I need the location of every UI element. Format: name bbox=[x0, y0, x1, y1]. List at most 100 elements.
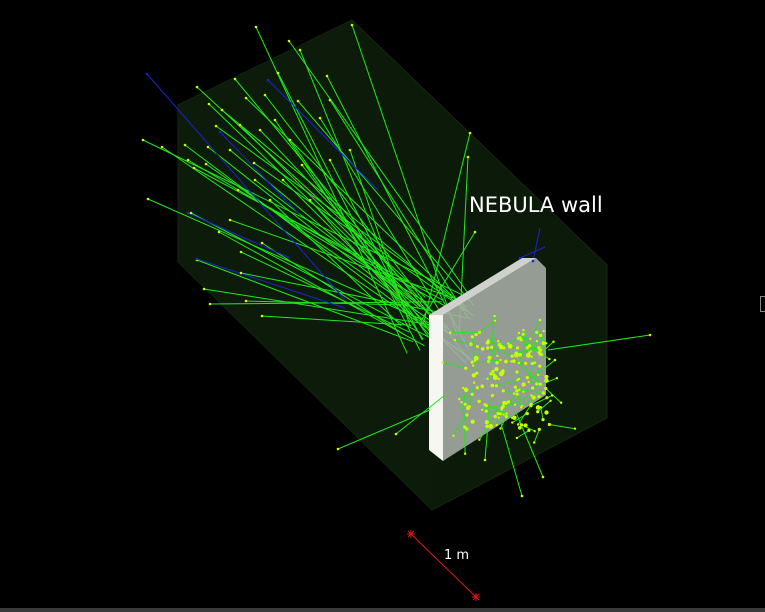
hit-point bbox=[507, 343, 513, 349]
hit-point bbox=[550, 394, 554, 397]
hit-point bbox=[519, 423, 524, 427]
shower-track bbox=[530, 335, 542, 352]
hit-point bbox=[488, 423, 494, 429]
hit-point bbox=[239, 271, 243, 275]
hit-point bbox=[494, 384, 498, 388]
hit-point bbox=[348, 148, 352, 152]
hit-point bbox=[471, 373, 476, 378]
hit-point bbox=[515, 346, 520, 350]
neutron-track bbox=[190, 212, 429, 338]
hit-point bbox=[538, 382, 543, 386]
hit-point bbox=[493, 314, 496, 318]
neutron-track bbox=[237, 189, 453, 311]
secondary-track bbox=[395, 394, 446, 435]
hit-point bbox=[486, 346, 490, 350]
neutron-track bbox=[329, 99, 469, 319]
hit-point bbox=[496, 412, 500, 416]
hit-point bbox=[228, 218, 232, 222]
hit-point bbox=[298, 48, 302, 52]
secondary-track bbox=[529, 359, 556, 381]
hit-point bbox=[258, 128, 262, 132]
hit-point bbox=[318, 116, 322, 120]
hit-point bbox=[510, 354, 514, 358]
hit-point bbox=[515, 389, 519, 393]
hit-point bbox=[516, 423, 520, 426]
hit-point bbox=[441, 361, 444, 364]
hit-point bbox=[525, 346, 529, 350]
hit-point bbox=[287, 39, 291, 43]
hit-point bbox=[517, 331, 521, 335]
hit-point bbox=[233, 77, 237, 81]
hit-point bbox=[478, 438, 481, 441]
hit-point bbox=[214, 124, 218, 128]
hit-point bbox=[453, 338, 457, 342]
hit-point bbox=[518, 336, 522, 340]
nebula-wall[interactable] bbox=[429, 258, 546, 461]
hit-point bbox=[501, 389, 505, 393]
hit-point bbox=[497, 342, 502, 347]
secondary-track bbox=[337, 409, 431, 450]
hit-point bbox=[538, 364, 542, 368]
hit-point bbox=[189, 211, 193, 215]
hit-point bbox=[266, 78, 270, 82]
secondary-track bbox=[547, 334, 651, 351]
charged-particle-track bbox=[532, 227, 541, 262]
hit-point bbox=[146, 197, 150, 201]
hit-point bbox=[490, 394, 494, 398]
shower-track bbox=[487, 347, 498, 357]
hit-point bbox=[328, 98, 332, 102]
hit-point bbox=[537, 395, 541, 399]
hit-point bbox=[498, 412, 502, 416]
hit-point bbox=[541, 418, 545, 422]
hit-point bbox=[485, 424, 489, 429]
hit-point bbox=[487, 359, 491, 364]
hit-point bbox=[517, 361, 521, 365]
hit-point bbox=[530, 361, 535, 366]
neutron-track bbox=[254, 179, 449, 328]
hit-point bbox=[545, 342, 548, 345]
neutron-track bbox=[269, 199, 402, 327]
hit-point bbox=[254, 25, 258, 29]
hit-point bbox=[464, 366, 468, 370]
hit-point bbox=[535, 405, 541, 410]
hit-point bbox=[394, 432, 398, 436]
hit-point bbox=[481, 408, 484, 411]
neutron-track bbox=[255, 26, 408, 354]
hit-point bbox=[512, 415, 517, 420]
detector-hits bbox=[141, 23, 652, 498]
shower-track bbox=[461, 402, 468, 430]
neutron-track bbox=[240, 272, 471, 319]
hit-point bbox=[539, 352, 543, 357]
neutron-track bbox=[229, 149, 419, 308]
shower-track bbox=[491, 346, 513, 357]
hit-point bbox=[512, 359, 516, 363]
hit-point bbox=[477, 330, 482, 334]
shower-track bbox=[545, 388, 562, 404]
hit-point bbox=[521, 382, 526, 387]
hit-point bbox=[469, 342, 473, 347]
hit-point bbox=[263, 93, 267, 97]
hit-point bbox=[499, 358, 502, 362]
hit-point bbox=[463, 387, 469, 393]
hit-point bbox=[518, 256, 522, 260]
hit-point bbox=[472, 364, 475, 367]
charged-particle-track bbox=[187, 212, 291, 259]
hit-point bbox=[512, 392, 516, 395]
hit-point bbox=[473, 355, 479, 361]
hit-point bbox=[504, 414, 508, 419]
scale-bar-label: 1 m bbox=[444, 548, 470, 563]
hit-point bbox=[533, 361, 537, 364]
hit-point bbox=[513, 403, 517, 406]
hit-point bbox=[160, 145, 164, 149]
hit-point bbox=[497, 416, 500, 419]
hit-point bbox=[228, 148, 232, 152]
shower-track bbox=[486, 405, 507, 415]
neutron-track bbox=[309, 199, 439, 346]
hit-point bbox=[206, 145, 210, 149]
neutron-track bbox=[261, 242, 405, 336]
hit-point bbox=[208, 302, 212, 306]
neutron-track bbox=[326, 75, 470, 351]
hit-point bbox=[449, 331, 452, 334]
hit-point bbox=[530, 394, 533, 397]
